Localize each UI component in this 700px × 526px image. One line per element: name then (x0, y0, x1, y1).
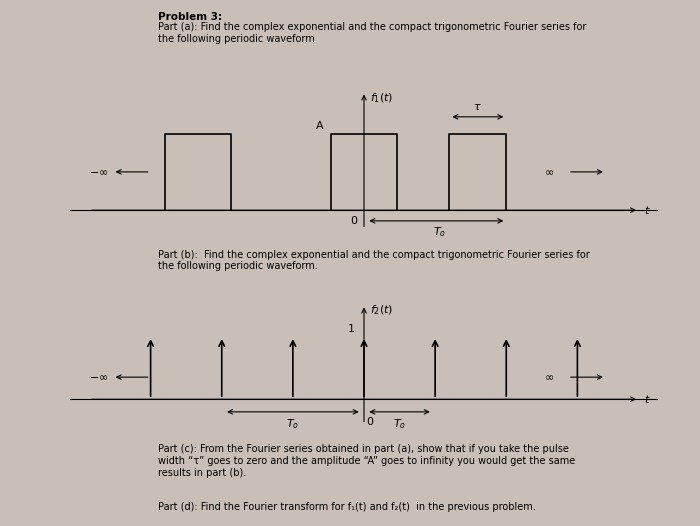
Text: $\infty$: $\infty$ (544, 372, 554, 382)
Text: 0: 0 (350, 216, 357, 226)
Text: Problem 3:: Problem 3: (158, 12, 222, 22)
Text: $\infty$: $\infty$ (544, 167, 554, 177)
Text: $T_o$: $T_o$ (433, 226, 447, 239)
Text: Part (b):  Find the complex exponential and the compact trigonometric Fourier se: Part (b): Find the complex exponential a… (158, 250, 589, 271)
Text: $T_o$: $T_o$ (286, 417, 300, 431)
Text: A: A (316, 122, 323, 132)
Text: $\tau$: $\tau$ (473, 102, 482, 112)
Text: $-\infty$: $-\infty$ (89, 372, 108, 382)
Text: Part (c): From the Fourier series obtained in part (a), show that if you take th: Part (c): From the Fourier series obtain… (158, 444, 575, 478)
Text: $f_1(t)$: $f_1(t)$ (370, 92, 393, 105)
Text: Part (d): Find the Fourier transform for f₁(t) and f₂(t)  in the previous proble: Part (d): Find the Fourier transform for… (158, 502, 536, 512)
Text: Part (a): Find the complex exponential and the compact trigonometric Fourier ser: Part (a): Find the complex exponential a… (158, 22, 586, 44)
Text: $t$: $t$ (644, 393, 650, 405)
Text: 0: 0 (366, 417, 373, 427)
Text: $-\infty$: $-\infty$ (89, 167, 108, 177)
Text: $t$: $t$ (644, 204, 650, 216)
Text: 1: 1 (347, 323, 354, 333)
Text: $f_2(t)$: $f_2(t)$ (370, 304, 393, 317)
Text: $T_o$: $T_o$ (393, 417, 406, 431)
